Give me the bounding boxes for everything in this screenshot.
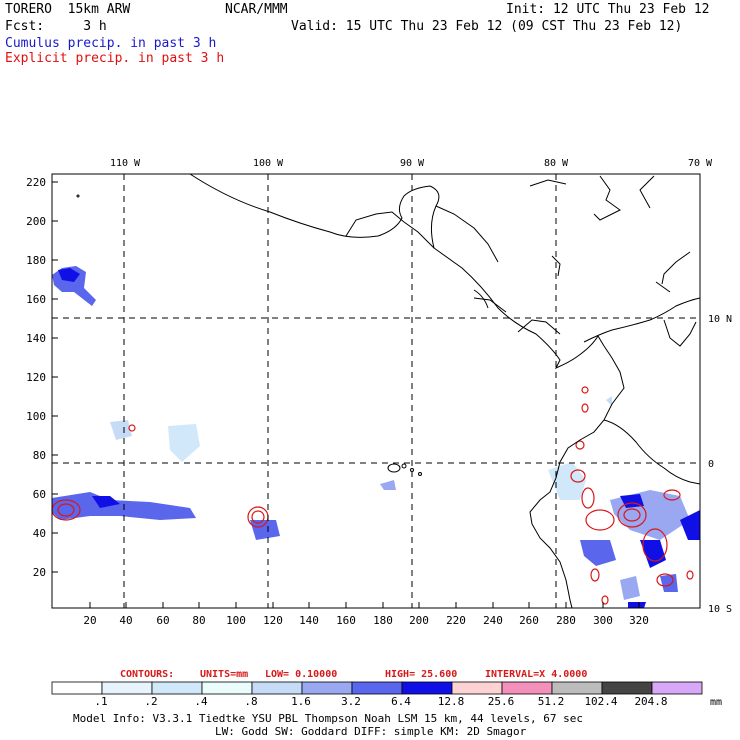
contours-interval: INTERVAL=X 4.0000 [485, 669, 587, 680]
x-tick-label: 20 [83, 614, 96, 627]
init-time: Init: 12 UTC Thu 23 Feb 12 [506, 2, 710, 17]
colorbar-swatch [351, 681, 403, 695]
lon-100w-label: 100 W [253, 158, 284, 169]
colorbar-swatch [601, 681, 653, 695]
y-tick-label: 200 [26, 215, 46, 228]
colorbar-swatch [651, 681, 703, 695]
forecast-hour: Fcst: 3 h [5, 19, 107, 34]
model-info-footer: Model Info: V3.3.1 Tiedtke YSU PBL Thomp… [73, 712, 583, 738]
x-tick-label: 100 [226, 614, 246, 627]
bottom-ticks [89, 602, 640, 608]
colorbar-unit: mm [710, 697, 722, 708]
org-label: NCAR/MMM [225, 2, 288, 17]
colorbar-swatch [51, 681, 103, 695]
x-tick-label: 60 [156, 614, 169, 627]
y-tick-label: 60 [33, 488, 46, 501]
x-tick-label: 240 [483, 614, 503, 627]
colorbar-label: .2 [144, 695, 157, 708]
lat-10s-label: 10 S [708, 604, 732, 615]
colorbar-label: 25.6 [488, 695, 515, 708]
colorbar-label: 51.2 [538, 695, 565, 708]
left-ticks [52, 181, 58, 573]
contours-units: UNITS=mm [200, 669, 248, 680]
y-tick-label: 40 [33, 527, 46, 540]
y-tick-label: 220 [26, 176, 46, 189]
y-tick-label: 160 [26, 293, 46, 306]
colorbar-label: 3.2 [341, 695, 361, 708]
x-tick-label: 260 [519, 614, 539, 627]
y-tick-label: 180 [26, 254, 46, 267]
x-tick-label: 40 [119, 614, 132, 627]
x-tick-label: 280 [556, 614, 576, 627]
top-axis-labels: 110 W 100 W 90 W 80 W 70 W [110, 158, 713, 169]
contours-high: HIGH= 25.600 [385, 669, 457, 680]
lon-70w-label: 70 W [688, 158, 713, 169]
colorbar-label: .4 [194, 695, 208, 708]
colorbar-label: 12.8 [438, 695, 465, 708]
bottom-axis-labels: 20 40 60 80 100 120 140 160 180 200 220 … [83, 614, 649, 627]
colorbar-swatch [151, 681, 203, 695]
colorbar-swatch [301, 681, 353, 695]
contours-label: CONTOURS: [120, 669, 174, 680]
colorbar-swatch [551, 681, 603, 695]
left-axis-labels: 220 200 180 160 140 120 100 80 60 40 20 [26, 176, 46, 579]
x-tick-label: 300 [593, 614, 613, 627]
lat-0-label: 0 [708, 459, 714, 470]
cumulus-precip-label: Cumulus precip. in past 3 h [5, 36, 217, 51]
x-tick-label: 140 [299, 614, 319, 627]
colorbar-swatch [251, 681, 303, 695]
colorbar-swatch [451, 681, 503, 695]
y-tick-label: 120 [26, 371, 46, 384]
x-tick-label: 320 [629, 614, 649, 627]
lat-10n-label: 10 N [708, 314, 732, 325]
coastlines [76, 173, 701, 609]
colorbar-swatch [101, 681, 153, 695]
right-axis-labels: 10 N 0 10 S [708, 314, 732, 615]
y-tick-label: 140 [26, 332, 46, 345]
lon-80w-label: 80 W [544, 158, 569, 169]
lon-90w-label: 90 W [400, 158, 425, 169]
y-tick-label: 100 [26, 410, 46, 423]
graticule [52, 174, 700, 608]
x-tick-label: 180 [373, 614, 393, 627]
y-tick-label: 20 [33, 566, 46, 579]
model-title: TORERO 15km ARW [5, 2, 131, 17]
plot-frame [51, 173, 701, 609]
valid-time: Valid: 15 UTC Thu 23 Feb 12 (09 CST Thu … [291, 19, 683, 34]
contours-low: LOW= 0.10000 [265, 669, 337, 680]
colorbar-label: .1 [94, 695, 107, 708]
colorbar-label: 1.6 [291, 695, 311, 708]
explicit-precip-contours [51, 386, 694, 605]
colorbar-label: 204.8 [634, 695, 667, 708]
colorbar-label: 102.4 [584, 695, 617, 708]
model-info-line-2: LW: Godd SW: Goddard DIFF: simple KM: 2D… [215, 725, 527, 738]
y-tick-label: 80 [33, 449, 46, 462]
x-tick-label: 200 [409, 614, 429, 627]
colorbar: .1 .2 .4 .8 1.6 3.2 6.4 12.8 25.6 51.2 1… [51, 681, 722, 708]
explicit-precip-label: Explicit precip. in past 3 h [5, 51, 225, 66]
model-info-line-1: Model Info: V3.3.1 Tiedtke YSU PBL Thomp… [73, 712, 583, 725]
cumulus-precip-shading [52, 266, 700, 608]
x-tick-label: 220 [446, 614, 466, 627]
colorbar-label: 6.4 [391, 695, 411, 708]
contours-info: CONTOURS: UNITS=mm LOW= 0.10000 HIGH= 25… [120, 669, 587, 680]
colorbar-swatches [51, 681, 703, 695]
x-tick-label: 120 [263, 614, 283, 627]
colorbar-labels: .1 .2 .4 .8 1.6 3.2 6.4 12.8 25.6 51.2 1… [94, 695, 667, 708]
lon-110w-label: 110 W [110, 158, 141, 169]
x-tick-label: 80 [192, 614, 205, 627]
colorbar-swatch [401, 681, 453, 695]
x-tick-label: 160 [336, 614, 356, 627]
colorbar-swatch [201, 681, 253, 695]
colorbar-swatch [501, 681, 553, 695]
colorbar-label: .8 [244, 695, 257, 708]
